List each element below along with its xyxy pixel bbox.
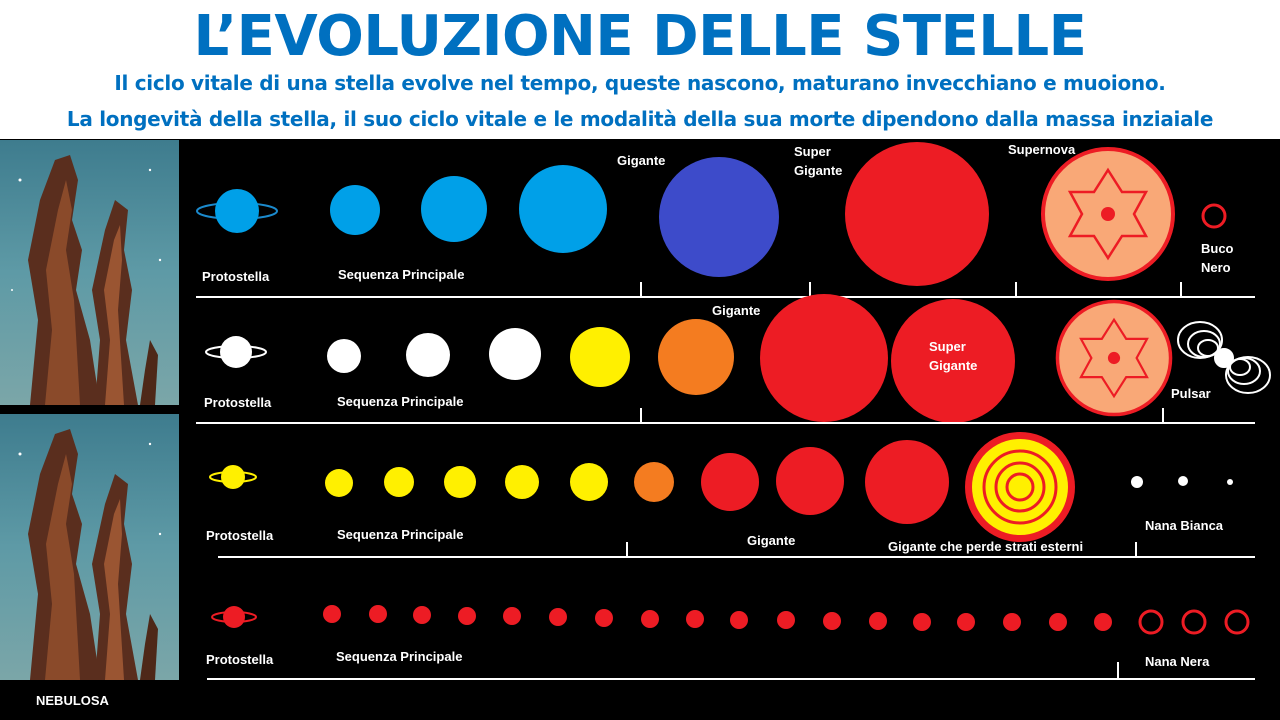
black-dwarf bbox=[1181, 609, 1207, 635]
main-sequence-star bbox=[444, 466, 476, 498]
main-sequence-star bbox=[519, 165, 607, 253]
label-protostar: Protostella bbox=[204, 395, 272, 410]
main-sequence-star bbox=[913, 613, 931, 631]
main-sequence-star bbox=[570, 327, 630, 387]
label-remnant-1: Buco bbox=[1201, 241, 1234, 256]
label-main-sequence: Sequenza Principale bbox=[337, 527, 463, 542]
main-sequence-star bbox=[503, 607, 521, 625]
label-supergiant-1: Super bbox=[929, 339, 966, 354]
white-dwarf bbox=[1131, 476, 1143, 488]
label-supergiant-1: Super bbox=[794, 144, 831, 159]
black-dwarf bbox=[1224, 609, 1250, 635]
supernova bbox=[1041, 147, 1175, 281]
label-supergiant-2: Gigante bbox=[929, 358, 977, 373]
main-sequence-star bbox=[1094, 613, 1112, 631]
main-sequence-star bbox=[323, 605, 341, 623]
red-supergiant bbox=[845, 142, 989, 286]
row-sun-like-star: Protostella Sequenza Principale Gigante … bbox=[206, 432, 1255, 558]
main-sequence-star bbox=[505, 465, 539, 499]
pulsar bbox=[1177, 321, 1271, 394]
label-protostar: Protostella bbox=[206, 528, 274, 543]
orange-star bbox=[634, 462, 674, 502]
label-remnant-2: Nero bbox=[1201, 260, 1231, 275]
red-giant bbox=[865, 440, 949, 524]
main-sequence-star bbox=[406, 333, 450, 377]
label-losing-layers: Gigante che perde strati esterni bbox=[888, 539, 1083, 554]
main-sequence-star bbox=[327, 339, 361, 373]
red-giant bbox=[760, 294, 888, 422]
main-sequence-star bbox=[458, 607, 476, 625]
main-sequence-star bbox=[957, 613, 975, 631]
row-massive-star: Protostella Sequenza Principale Gigante … bbox=[196, 142, 1255, 298]
main-sequence-star bbox=[686, 610, 704, 628]
main-sequence-star bbox=[1003, 613, 1021, 631]
main-sequence-star bbox=[641, 610, 659, 628]
orange-star bbox=[658, 319, 734, 395]
protostar-blue bbox=[215, 189, 259, 233]
label-protostar: Protostella bbox=[206, 652, 274, 667]
nebula-image-bottom bbox=[0, 414, 179, 680]
red-giant bbox=[776, 447, 844, 515]
subtitle-line-1: Il ciclo vitale di una stella evolve nel… bbox=[114, 71, 1166, 95]
red-supergiant bbox=[891, 299, 1015, 423]
main-sequence-star bbox=[413, 606, 431, 624]
label-main-sequence: Sequenza Principale bbox=[336, 649, 462, 664]
main-sequence-star bbox=[549, 608, 567, 626]
main-sequence-star bbox=[325, 469, 353, 497]
white-dwarf bbox=[1178, 476, 1188, 486]
red-giant bbox=[701, 453, 759, 511]
label-giant: Gigante bbox=[747, 533, 795, 548]
label-main-sequence: Sequenza Principale bbox=[338, 267, 464, 282]
label-remnant: Pulsar bbox=[1171, 386, 1211, 401]
main-sequence-star bbox=[384, 467, 414, 497]
header-banner: L’EVOLUZIONE DELLE STELLE Il ciclo vital… bbox=[0, 0, 1280, 139]
main-sequence-star bbox=[489, 328, 541, 380]
planetary-nebula bbox=[965, 432, 1075, 542]
label-remnant: Nana Nera bbox=[1145, 654, 1210, 669]
main-sequence-star bbox=[823, 612, 841, 630]
page-title: L’EVOLUZIONE DELLE STELLE bbox=[193, 4, 1087, 69]
nebula-label: NEBULOSA bbox=[36, 693, 109, 708]
protostar-red bbox=[223, 606, 245, 628]
supernova bbox=[1055, 299, 1173, 417]
main-sequence-star bbox=[369, 605, 387, 623]
label-main-sequence: Sequenza Principale bbox=[337, 394, 463, 409]
main-sequence-star bbox=[570, 463, 608, 501]
white-dwarf bbox=[1227, 479, 1233, 485]
black-dwarf bbox=[1138, 609, 1164, 635]
main-sequence-star bbox=[730, 611, 748, 629]
label-protostar: Protostella bbox=[202, 269, 270, 284]
main-sequence-star bbox=[421, 176, 487, 242]
label-giant: Gigante bbox=[712, 303, 760, 318]
black-hole bbox=[1201, 203, 1227, 229]
label-giant: Gigante bbox=[617, 153, 665, 168]
label-supergiant-2: Gigante bbox=[794, 163, 842, 178]
blue-giant bbox=[659, 157, 779, 277]
main-sequence-star bbox=[595, 609, 613, 627]
row-large-star: Protostella Sequenza Principale Gigante … bbox=[196, 294, 1271, 424]
main-sequence-star bbox=[1049, 613, 1067, 631]
nebula-image-top bbox=[0, 140, 179, 405]
main-sequence-star bbox=[869, 612, 887, 630]
main-sequence-star bbox=[330, 185, 380, 235]
label-remnant: Nana Bianca bbox=[1145, 518, 1224, 533]
label-supernova: Supernova bbox=[1008, 142, 1076, 157]
protostar-yellow bbox=[221, 465, 245, 489]
subtitle-line-2: La longevità della stella, il suo ciclo … bbox=[66, 107, 1214, 131]
protostar-white bbox=[220, 336, 252, 368]
main-sequence-star bbox=[777, 611, 795, 629]
row-red-dwarf: Protostella Sequenza Principale Nana Ner… bbox=[206, 605, 1255, 680]
